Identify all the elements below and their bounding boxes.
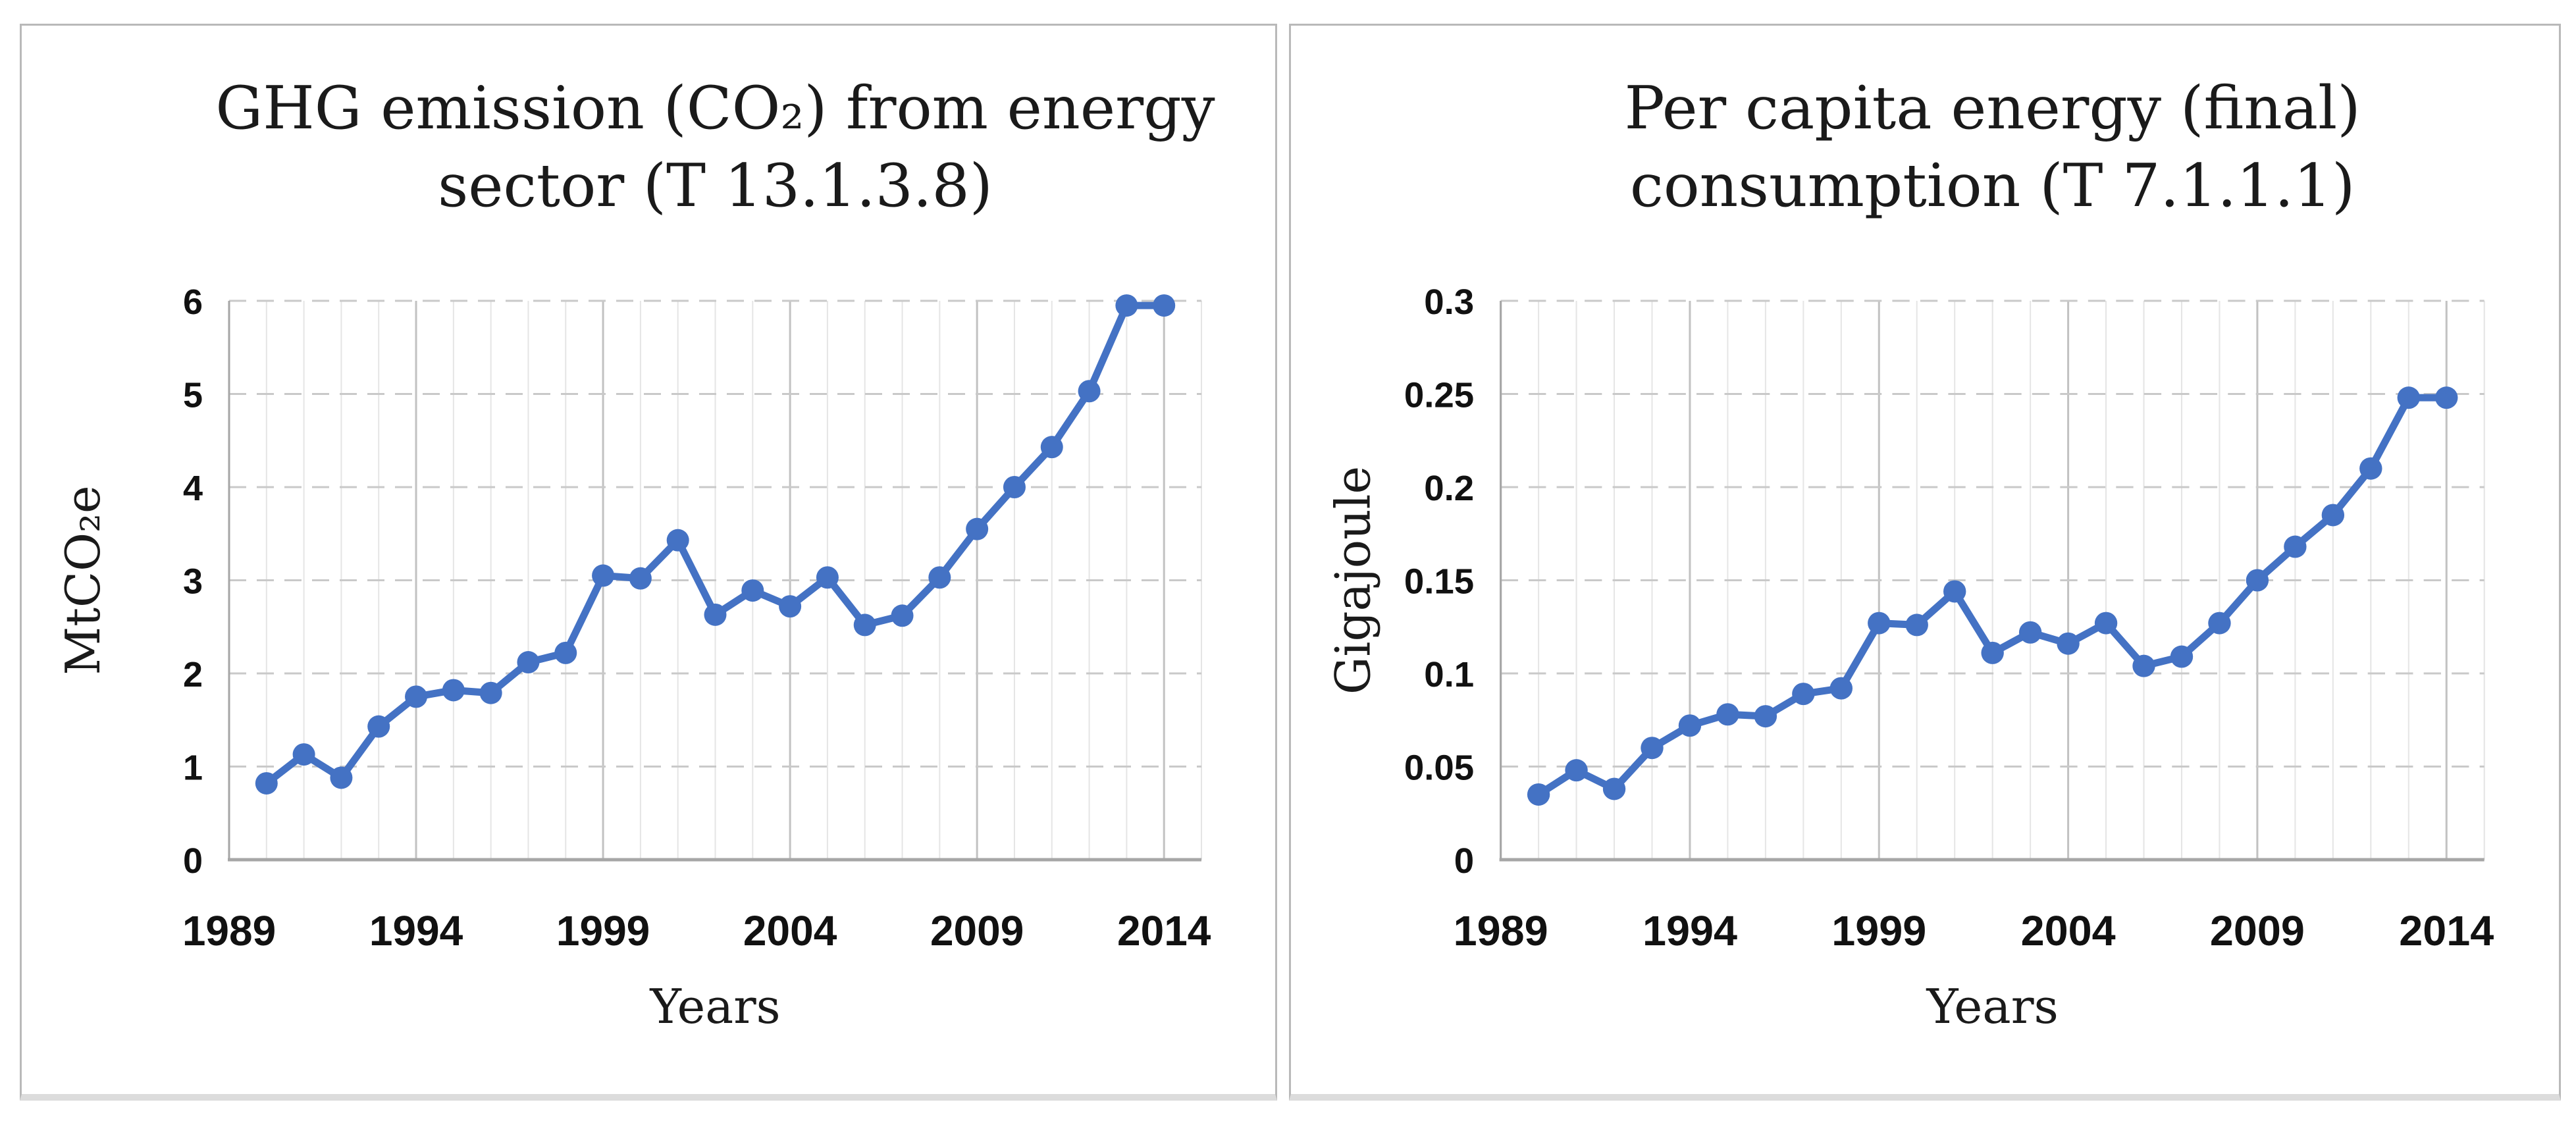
x-tick-label: 1994 — [1643, 907, 1737, 954]
data-point — [2132, 654, 2155, 677]
y-tick-label: 0.25 — [1404, 375, 1474, 415]
data-point — [1003, 476, 1026, 498]
data-point — [1754, 705, 1777, 728]
data-point — [741, 579, 764, 602]
data-point — [779, 595, 802, 618]
data-point — [2246, 569, 2269, 592]
data-point — [2170, 645, 2194, 668]
y-axis-title: MtCO₂e — [55, 485, 111, 675]
data-point — [592, 564, 615, 587]
data-point — [816, 566, 839, 589]
data-point — [517, 651, 540, 674]
y-tick-label: 0.2 — [1424, 468, 1474, 508]
data-point — [1040, 436, 1063, 459]
gridlines — [228, 300, 1202, 860]
data-point — [1943, 580, 1966, 603]
data-point — [2397, 386, 2420, 409]
data-point — [666, 529, 689, 552]
y-tick-label: 0.15 — [1404, 562, 1474, 602]
y-tick-label: 0.1 — [1424, 654, 1474, 694]
data-point — [367, 715, 390, 738]
x-tick-label: 2004 — [743, 907, 837, 954]
x-tick-label: 1994 — [369, 907, 463, 954]
x-tick-label: 1999 — [556, 907, 650, 954]
chart-title-line: Per capita energy (final) — [1625, 74, 2361, 142]
x-axis-title: Years — [1926, 979, 2058, 1035]
data-point — [2208, 612, 2231, 635]
data-point — [405, 685, 428, 708]
x-tick-label: 2009 — [930, 907, 1024, 954]
x-tick-label: 2014 — [2399, 907, 2494, 954]
x-tick-label: 2014 — [1117, 907, 1211, 954]
x-axis-title: Years — [649, 979, 780, 1034]
data-point — [330, 766, 353, 789]
data-point — [2057, 632, 2080, 655]
data-point — [629, 567, 652, 590]
x-tick-label: 2004 — [2021, 907, 2116, 954]
data-point — [1716, 703, 1739, 726]
data-point — [255, 771, 278, 795]
y-tick-label: 2 — [183, 655, 203, 694]
data-point — [1153, 294, 1176, 317]
data-point — [1602, 777, 1626, 800]
y-tick-label: 4 — [183, 469, 203, 508]
x-tick-label: 1989 — [1454, 907, 1548, 954]
y-axis-title: Gigajoule — [1326, 466, 1381, 694]
data-point — [1981, 641, 2004, 664]
y-tick-label: 0.3 — [1424, 282, 1474, 322]
chart-title-line: sector (T 13.1.3.8) — [438, 151, 993, 221]
data-point — [2284, 535, 2307, 558]
data-point — [1565, 759, 1588, 782]
data-point — [1641, 737, 1664, 760]
data-point — [442, 679, 465, 702]
data-point — [928, 566, 951, 589]
y-tick-label: 1 — [183, 748, 203, 788]
y-tick-label: 0.05 — [1404, 748, 1474, 788]
data-point — [1115, 294, 1138, 317]
x-tick-label: 1989 — [182, 907, 276, 954]
data-point — [891, 604, 914, 627]
y-tick-label: 5 — [183, 376, 203, 415]
data-point — [1527, 783, 1550, 806]
chart-title-line: GHG emission (CO₂) from energy — [215, 74, 1215, 143]
data-point — [479, 681, 502, 704]
y-tick-label: 6 — [183, 282, 203, 322]
x-tick-label: 1999 — [1831, 907, 1926, 954]
data-point — [966, 517, 989, 540]
data-point — [2094, 612, 2118, 635]
data-point — [2018, 621, 2042, 644]
y-tick-label: 0 — [1454, 841, 1474, 881]
data-point — [1792, 683, 1815, 706]
data-point — [1829, 677, 1853, 700]
gridlines — [1500, 300, 2485, 860]
per-capita-energy-chart-panel: Per capita energy (final) consumption (T … — [1289, 24, 2561, 1101]
data-point — [704, 603, 727, 626]
data-point — [2359, 457, 2382, 480]
x-tick-label: 2009 — [2210, 907, 2305, 954]
data-point — [1678, 714, 1702, 737]
data-point — [1868, 612, 1891, 635]
y-tick-label: 3 — [183, 562, 203, 602]
ghg-emission-line-chart: GHG emission (CO₂) from energy sector (T … — [55, 74, 1215, 1034]
y-tick-label: 0 — [183, 841, 203, 881]
chart-title-line: consumption (T 7.1.1.1) — [1630, 151, 2355, 220]
data-point — [2435, 386, 2458, 409]
data-point — [1905, 614, 1928, 637]
data-point — [292, 743, 315, 766]
data-point — [2321, 504, 2345, 527]
data-point — [853, 614, 876, 637]
data-point — [1078, 380, 1101, 403]
ghg-emission-chart-panel: GHG emission (CO₂) from energy sector (T … — [20, 24, 1277, 1101]
per-capita-energy-line-chart: Per capita energy (final) consumption (T … — [1326, 74, 2494, 1035]
data-point — [554, 641, 577, 664]
